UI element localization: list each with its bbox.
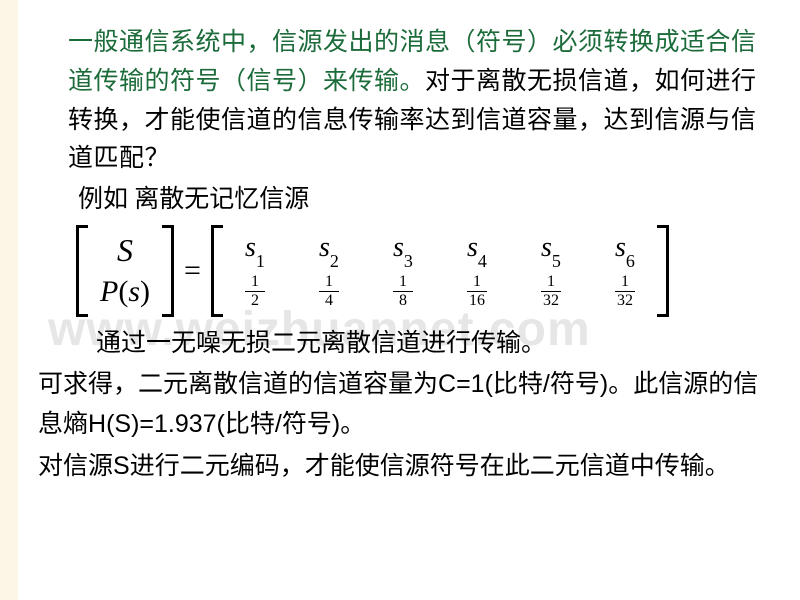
- frac-6: 132: [603, 274, 647, 310]
- frac-3: 18: [381, 274, 425, 310]
- left-sidebar-strip: [0, 0, 18, 600]
- rhs-matrix: s1 s2 s3 s4 s5 s6 12 14 18 116 132 132: [223, 232, 657, 309]
- p3-slash: /: [275, 410, 282, 438]
- sym-s4: s4: [455, 232, 499, 268]
- p3-HS: H(S)=1.937(: [88, 410, 225, 438]
- sym-s5: s5: [529, 232, 573, 268]
- slide-content: 一般通信系统中，信源发出的消息（符号）必须转换成适合信道传输的符号（信号）来传输…: [18, 0, 800, 600]
- frac-1: 12: [233, 274, 277, 310]
- p4-text-a: 对信源: [38, 453, 113, 480]
- p2-C: C=1(: [438, 370, 493, 398]
- para-transmit: 通过一无噪无损二元离散信道进行传输。: [68, 325, 770, 364]
- p3-paren: ): [332, 410, 340, 438]
- para-capacity: 可求得，二元离散信道的信道容量为C=1(比特/符号)。此信源的信息熵H(S)=1…: [38, 365, 770, 445]
- p4-S: S: [113, 452, 130, 480]
- rhs-fracs-row: 12 14 18 116 132 132: [233, 274, 647, 310]
- lhs-column: S P(s): [88, 229, 162, 313]
- lhs-right-bracket: [162, 225, 174, 317]
- lhs-left-bracket: [76, 225, 88, 317]
- example-label: 例如 离散无记忆信源: [68, 181, 770, 219]
- equals-sign: =: [184, 254, 201, 288]
- lhs-S: S: [117, 229, 133, 272]
- p3-period: 。: [340, 411, 365, 438]
- frac-5: 132: [529, 274, 573, 310]
- rhs-left-bracket: [211, 225, 223, 317]
- matrix-equation: S P(s) = s1 s2 s3 s4 s5 s6 12 14 18 116: [76, 223, 770, 319]
- rhs-right-bracket: [657, 225, 669, 317]
- frac-4: 116: [455, 274, 499, 310]
- p4-text-c: 进行二元编码，才能使信源符号在此二元信道中传输。: [130, 453, 730, 480]
- p2-bit: 比特: [493, 371, 543, 398]
- lhs-Ps: P(s): [100, 272, 150, 313]
- sym-s2: s2: [307, 232, 351, 268]
- p3-symbol: 符号: [282, 411, 332, 438]
- p2-paren: ): [600, 370, 608, 398]
- sym-s1: s1: [233, 232, 277, 268]
- rhs-symbols-row: s1 s2 s3 s4 s5 s6: [233, 232, 647, 268]
- p3-bit: 比特: [225, 411, 275, 438]
- sym-s6: s6: [603, 232, 647, 268]
- intro-paragraph: 一般通信系统中，信源发出的消息（符号）必须转换成适合信道传输的符号（信号）来传输…: [68, 24, 770, 179]
- p2-text-a: 可求得，二元离散信道的信道容量为: [38, 371, 438, 398]
- p2-symbol: 符号: [550, 371, 600, 398]
- frac-2: 14: [307, 274, 351, 310]
- lhs-s: s: [128, 275, 140, 308]
- sym-s3: s3: [381, 232, 425, 268]
- p2-slash: /: [543, 370, 550, 398]
- para-encoding: 对信源S进行二元编码，才能使信源符号在此二元信道中传输。: [38, 447, 770, 487]
- lhs-P: P: [100, 275, 118, 308]
